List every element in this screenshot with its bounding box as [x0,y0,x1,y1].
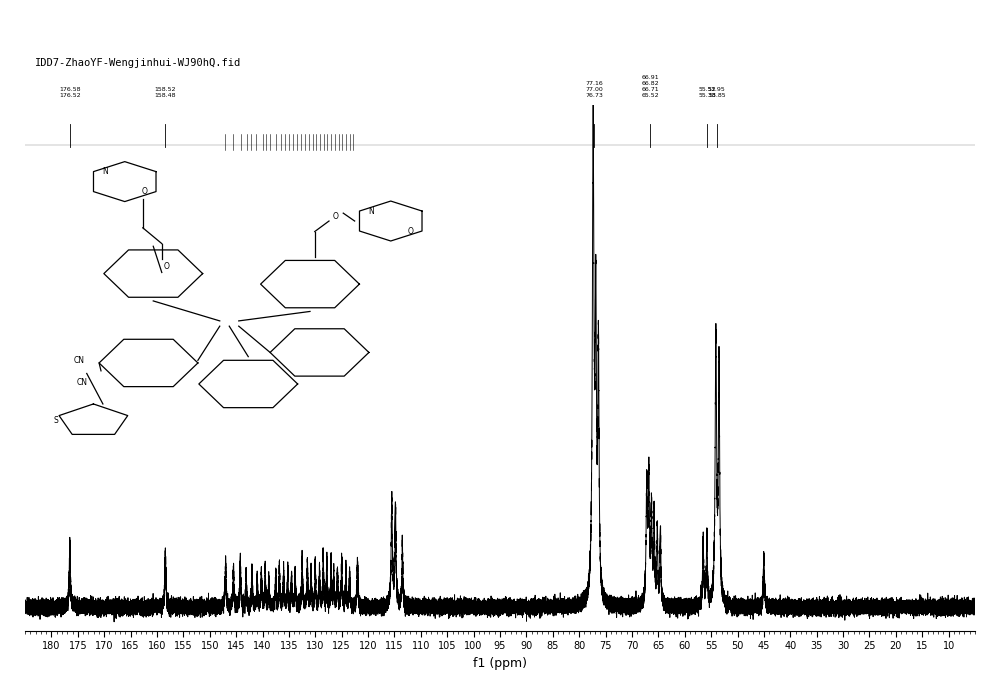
Text: IDD7-ZhaoYF-Wengjinhui-WJ90hQ.fid: IDD7-ZhaoYF-Wengjinhui-WJ90hQ.fid [34,58,241,68]
Text: 53.95
53.85: 53.95 53.85 [708,87,726,98]
X-axis label: f1 (ppm): f1 (ppm) [473,657,527,670]
Text: O: O [164,261,169,271]
Text: N: N [368,206,374,215]
Text: S: S [53,417,58,425]
Text: CN: CN [74,356,85,365]
Text: CN: CN [76,378,88,387]
Text: N: N [102,167,108,176]
Text: O: O [408,226,414,236]
Text: 66.91
66.82
66.71
65.52: 66.91 66.82 66.71 65.52 [642,75,659,98]
Text: 55.52
55.38: 55.52 55.38 [698,87,716,98]
Text: O: O [333,212,339,222]
Text: 158.52
158.48: 158.52 158.48 [155,87,176,98]
Text: 77.16
77.00
76.73: 77.16 77.00 76.73 [586,81,603,98]
Text: O: O [142,187,148,196]
Text: 176.58
176.52: 176.58 176.52 [59,87,81,98]
